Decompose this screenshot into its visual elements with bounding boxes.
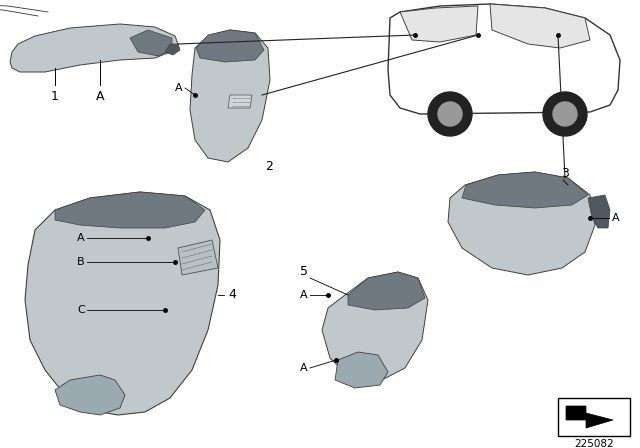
Text: 4: 4 [228,289,236,302]
Polygon shape [322,272,428,382]
Polygon shape [388,4,620,114]
Polygon shape [462,172,588,208]
Circle shape [543,92,587,136]
Text: A: A [96,90,104,103]
Polygon shape [55,375,125,415]
Text: 3: 3 [561,167,569,180]
Polygon shape [55,192,205,228]
Circle shape [553,102,577,126]
Circle shape [438,102,462,126]
Polygon shape [196,30,264,62]
Polygon shape [490,4,590,48]
Polygon shape [400,6,478,42]
Text: 2: 2 [265,160,273,173]
Polygon shape [588,195,610,228]
Polygon shape [178,240,218,275]
Polygon shape [448,172,595,275]
Text: 1: 1 [51,90,59,103]
Polygon shape [130,30,172,56]
Polygon shape [10,24,178,72]
Text: 225082: 225082 [574,439,614,448]
FancyBboxPatch shape [558,398,630,436]
Text: A: A [612,213,620,223]
Text: C: C [77,305,85,315]
Polygon shape [566,406,613,428]
Polygon shape [165,44,180,55]
Polygon shape [348,272,425,310]
Text: A: A [300,363,308,373]
Polygon shape [228,95,252,108]
Circle shape [428,92,472,136]
Text: A: A [300,290,308,300]
Text: A: A [77,233,85,243]
Text: 5: 5 [300,265,308,278]
Text: B: B [77,257,85,267]
Polygon shape [335,352,388,388]
Polygon shape [190,30,270,162]
Polygon shape [25,192,220,415]
Text: A: A [175,83,183,93]
